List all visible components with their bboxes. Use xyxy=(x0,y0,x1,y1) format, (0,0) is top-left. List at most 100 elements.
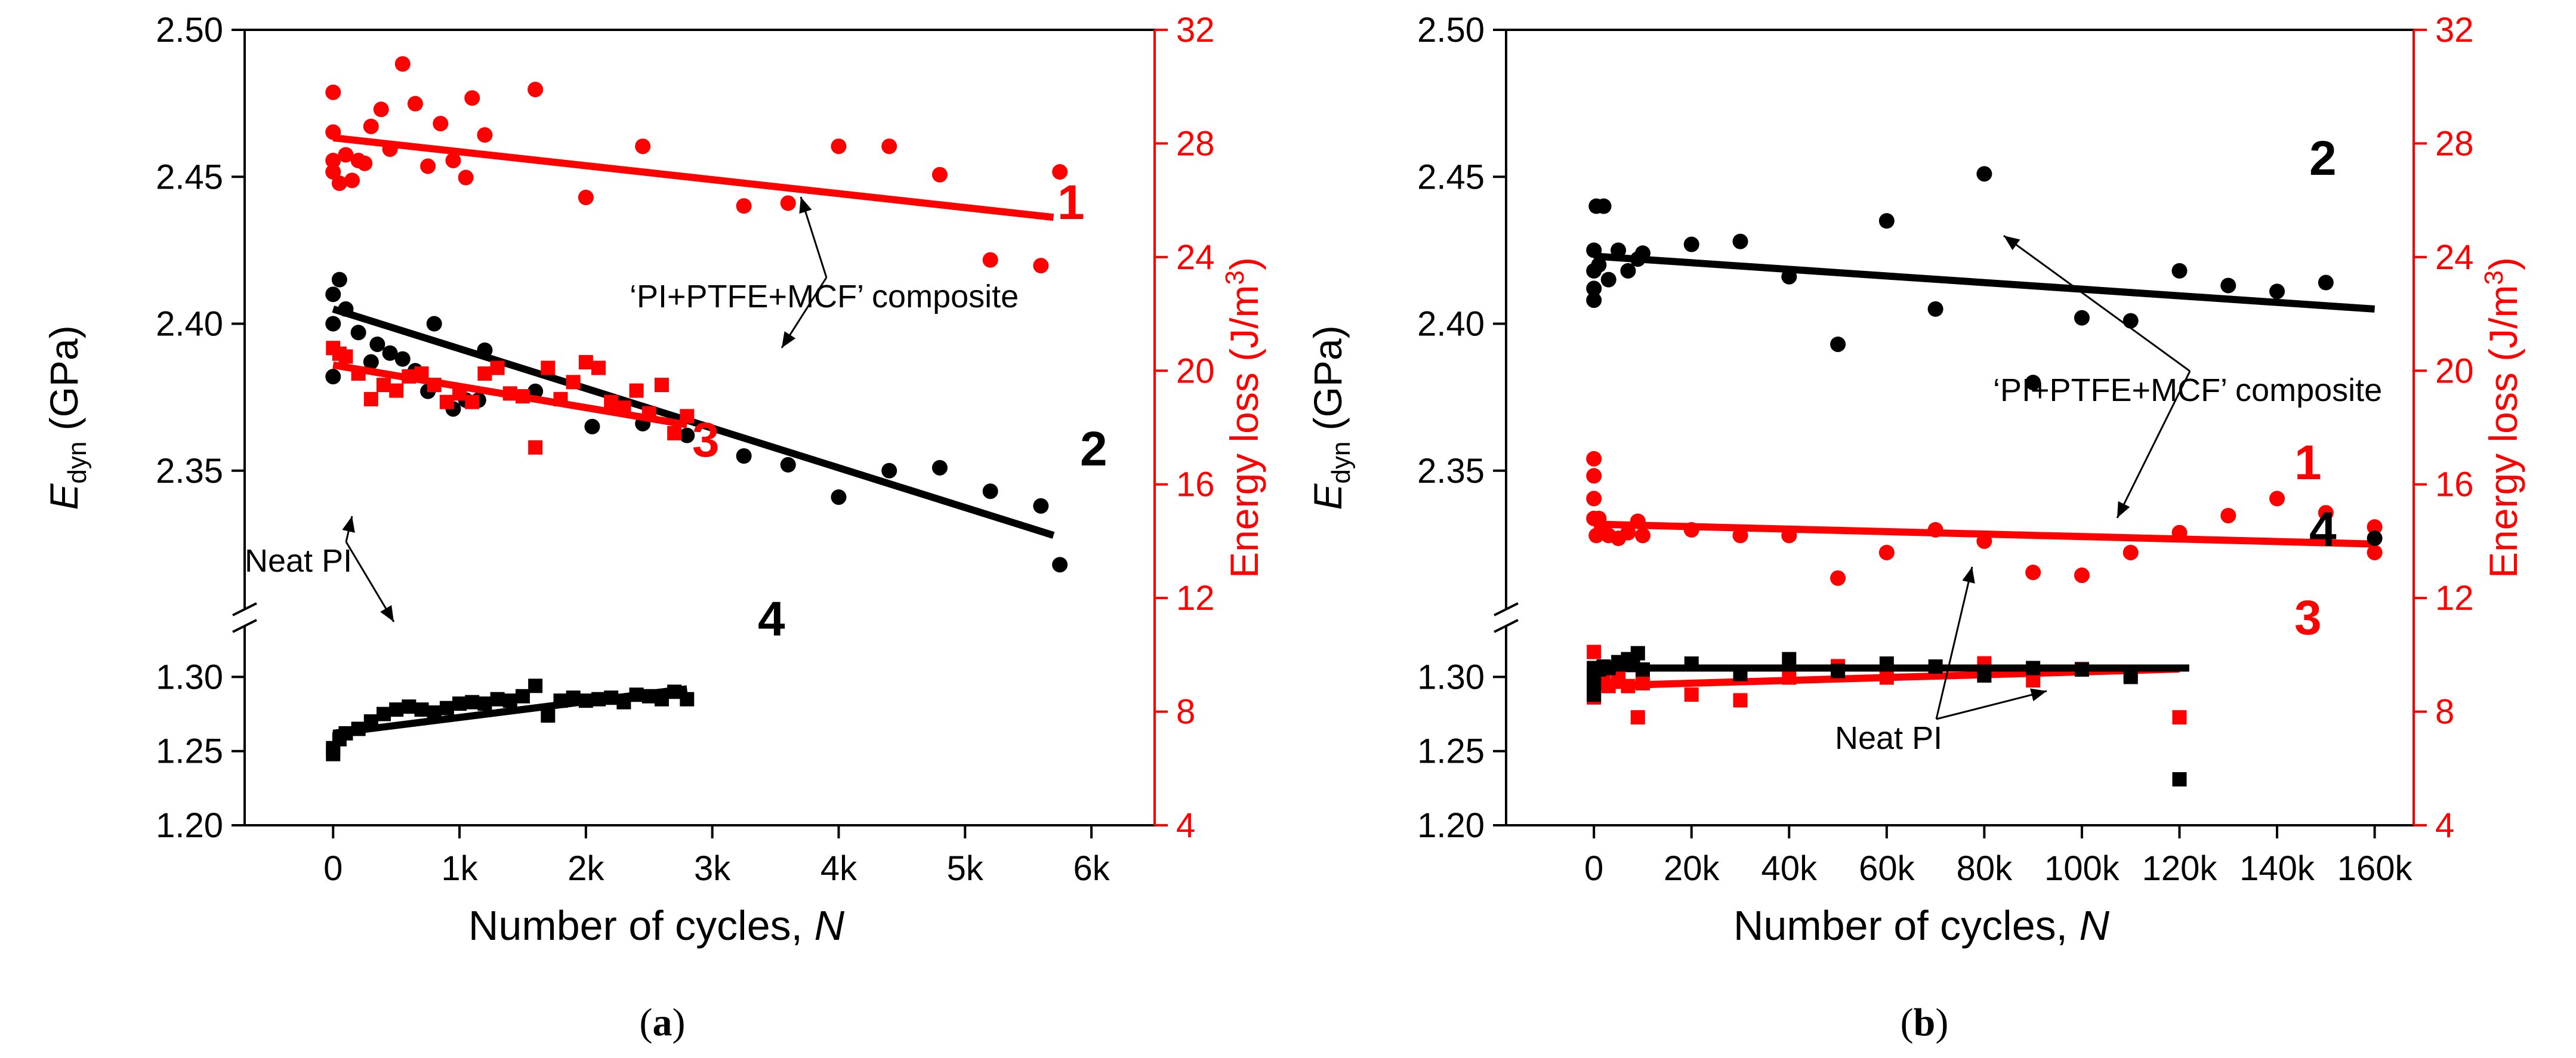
x-tick-label: 120k xyxy=(2142,849,2218,888)
annotation-arrowhead xyxy=(2117,501,2130,518)
data-point xyxy=(465,695,480,710)
y-right-tick-label: 24 xyxy=(1176,238,1215,277)
data-point xyxy=(325,316,341,332)
y-left-tick-label: 2.45 xyxy=(1417,158,1485,196)
x-tick-label: 1k xyxy=(441,849,478,888)
y-left-tick-label: 1.30 xyxy=(1417,658,1485,696)
data-point xyxy=(394,351,411,367)
data-point xyxy=(629,383,644,398)
data-point xyxy=(376,378,391,393)
data-point xyxy=(2122,313,2139,329)
data-point xyxy=(420,158,436,174)
caption-open: ( xyxy=(1901,1001,1914,1044)
data-point xyxy=(464,90,480,106)
data-point xyxy=(439,701,454,715)
y-left-tick-label: 2.35 xyxy=(156,452,223,491)
series-label-2: 2 xyxy=(1080,422,1107,476)
data-point xyxy=(1591,257,1607,273)
data-point xyxy=(780,456,796,473)
data-point xyxy=(931,166,948,183)
data-point xyxy=(578,189,594,205)
data-point xyxy=(1620,263,1636,279)
y-left-tick-label: 2.50 xyxy=(156,11,223,50)
data-point xyxy=(515,689,530,704)
data-point xyxy=(325,369,341,385)
data-point xyxy=(338,147,354,163)
y-right-tick-label: 4 xyxy=(1176,806,1195,845)
y-right-label-close: ) xyxy=(2481,257,2525,270)
data-point xyxy=(2171,263,2188,279)
data-point xyxy=(1927,301,1943,317)
x-tick-label: 140k xyxy=(2239,849,2315,888)
annotation-arrow xyxy=(345,541,395,622)
y-left-axis-label: Edyn (GPa) xyxy=(42,325,92,510)
annotation-label: ‘PI+PTFE+MCF’ composite xyxy=(630,279,1019,314)
data-point xyxy=(2269,491,2285,507)
annotation-arrowhead xyxy=(1962,567,1975,584)
data-point xyxy=(2269,283,2285,300)
data-point xyxy=(2318,274,2334,291)
x-label-variable: N xyxy=(2080,902,2110,949)
data-point xyxy=(654,378,669,393)
y-right-tick-label: 8 xyxy=(2435,693,2454,732)
data-point xyxy=(439,394,454,409)
data-point xyxy=(2367,544,2383,560)
x-tick-label: 80k xyxy=(1957,849,2013,888)
y-right-tick-label: 32 xyxy=(2435,11,2474,50)
data-point xyxy=(2367,519,2383,535)
data-point xyxy=(1620,525,1636,541)
data-point xyxy=(458,169,474,186)
x-tick-label: 0 xyxy=(1584,849,1603,888)
data-point xyxy=(325,164,341,180)
data-point xyxy=(1732,528,1748,544)
x-label-variable: N xyxy=(815,902,845,949)
data-point xyxy=(331,272,347,288)
data-point xyxy=(1586,280,1602,297)
data-point xyxy=(344,172,360,189)
x-tick-label: 6k xyxy=(1073,849,1110,888)
annotation-arrow xyxy=(1936,690,2047,720)
x-tick-label: 4k xyxy=(820,849,857,888)
data-point xyxy=(2172,772,2187,786)
annotation-arrow xyxy=(1935,566,1973,720)
y-left-label-subscript: dyn xyxy=(1326,442,1356,484)
data-point xyxy=(2074,567,2090,584)
annotation-arrow xyxy=(2116,371,2191,519)
annotation-arrow xyxy=(2003,235,2191,372)
data-point xyxy=(357,155,373,171)
annotation-arrowhead xyxy=(342,516,355,533)
data-point xyxy=(331,175,347,192)
fit-line xyxy=(1594,520,2375,548)
data-point xyxy=(679,427,695,443)
y-left-tick-label: 1.20 xyxy=(156,806,223,845)
x-axis-label: Number of cycles, N xyxy=(468,902,845,949)
axis-break-mark xyxy=(232,619,257,633)
x-label-main: Number of cycles, xyxy=(468,902,815,949)
x-tick-label: 0 xyxy=(323,849,343,888)
fit-line xyxy=(332,361,688,428)
y-right-tick-label: 4 xyxy=(2435,806,2454,845)
data-point xyxy=(1634,528,1651,544)
data-point xyxy=(477,696,492,711)
series-label-1: 1 xyxy=(1057,175,1085,230)
data-point xyxy=(541,360,556,375)
y-left-label-subscript: dyn xyxy=(63,442,92,484)
series-4 xyxy=(326,678,695,761)
y-right-label-superscript: 3 xyxy=(2479,270,2509,285)
series-label-3: 3 xyxy=(2294,591,2322,645)
data-point xyxy=(1878,544,1895,560)
y-right-tick-label: 24 xyxy=(2435,238,2474,277)
x-tick-label: 160k xyxy=(2337,849,2413,888)
data-point xyxy=(2318,505,2334,521)
y-left-label-unit: (GPa) xyxy=(1306,325,1350,441)
y-right-axis-label: Energy loss (J/m3) xyxy=(2479,257,2525,578)
data-point xyxy=(445,152,461,168)
y-right-tick-label: 8 xyxy=(1176,693,1195,732)
data-point xyxy=(350,325,366,341)
panel-a: 0 1k 2k 3k 4k 5k 6k 2.35 2.40 2.45 2.50 1.20 1.25 1.3… xyxy=(42,11,1266,1044)
data-point xyxy=(389,702,404,717)
data-point xyxy=(433,116,449,132)
y-right-tick-label: 32 xyxy=(1176,11,1215,50)
data-point xyxy=(2025,565,2041,581)
y-right-label-superscript: 3 xyxy=(1220,270,1250,285)
